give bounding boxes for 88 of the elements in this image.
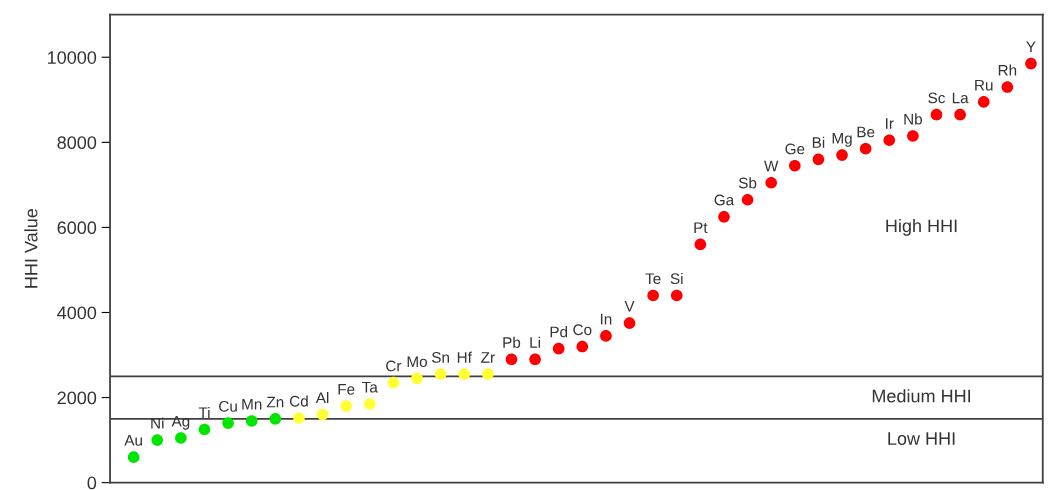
x-tick-label: Nb bbox=[904, 113, 923, 125]
x-tick-label: Y bbox=[1026, 41, 1036, 53]
point bbox=[789, 159, 801, 172]
point bbox=[127, 451, 140, 463]
point bbox=[954, 108, 966, 121]
x-tick-label: Zn bbox=[266, 396, 284, 408]
point bbox=[198, 423, 211, 436]
annotation: Low HHI bbox=[888, 432, 955, 445]
point bbox=[482, 368, 494, 380]
annotation: High HHI bbox=[886, 218, 957, 236]
x-tick-label: Sb bbox=[738, 177, 757, 189]
point bbox=[930, 108, 943, 121]
point bbox=[600, 330, 612, 342]
point bbox=[222, 417, 234, 429]
x-tick-label: Co bbox=[573, 324, 592, 336]
y-tick-label: 10000 bbox=[48, 51, 97, 64]
x-tick-label: Te bbox=[645, 273, 661, 285]
point bbox=[529, 353, 541, 366]
x-tick-label: Zr bbox=[481, 352, 495, 363]
point bbox=[907, 130, 919, 142]
x-tick-label: Hf bbox=[457, 351, 472, 363]
point bbox=[505, 353, 518, 366]
point bbox=[836, 149, 848, 161]
y-tick-label: 2000 bbox=[57, 391, 97, 405]
x-tick-label: Mn bbox=[242, 398, 262, 410]
x-tick-label: Rh bbox=[998, 64, 1017, 76]
point bbox=[458, 368, 471, 380]
x-tick-label: W bbox=[764, 160, 779, 172]
point bbox=[1001, 81, 1014, 93]
point bbox=[765, 176, 778, 189]
point bbox=[293, 412, 305, 424]
x-tick-label: Sn bbox=[431, 352, 449, 363]
point bbox=[647, 289, 659, 302]
point bbox=[175, 432, 187, 444]
point bbox=[151, 434, 164, 446]
y-axis-title: HHI Value bbox=[24, 209, 38, 288]
point bbox=[411, 372, 423, 385]
x-tick-label: La bbox=[952, 92, 969, 104]
point bbox=[859, 142, 872, 155]
point bbox=[576, 340, 589, 353]
point bbox=[340, 400, 352, 412]
point bbox=[670, 289, 683, 302]
point bbox=[883, 134, 896, 147]
x-tick-label: Li bbox=[530, 336, 540, 348]
y-tick-label: 6000 bbox=[57, 221, 97, 235]
x-tick-label: Ge bbox=[785, 143, 805, 155]
point bbox=[694, 238, 707, 251]
y-tick-label: 0 bbox=[87, 476, 97, 490]
x-tick-label: Fe bbox=[338, 384, 355, 395]
point bbox=[269, 413, 282, 425]
point bbox=[812, 153, 825, 166]
point bbox=[245, 415, 258, 427]
x-tick-label: Ti bbox=[198, 406, 210, 418]
x-tick-label: Ni bbox=[151, 417, 164, 429]
x-tick-label: In bbox=[600, 313, 612, 325]
x-tick-label: Si bbox=[670, 272, 683, 285]
x-tick-label: Bi bbox=[812, 136, 825, 148]
x-tick-label: Au bbox=[124, 435, 142, 446]
point bbox=[623, 317, 636, 329]
x-tick-label: Ga bbox=[714, 194, 735, 206]
point bbox=[434, 368, 447, 380]
x-tick-label: V bbox=[624, 301, 635, 312]
point bbox=[741, 193, 754, 206]
x-tick-label: Al bbox=[315, 392, 329, 404]
x-tick-label: Cd bbox=[289, 395, 308, 407]
x-tick-label: Be bbox=[857, 126, 875, 138]
x-tick-label: Ag bbox=[171, 415, 190, 430]
point bbox=[977, 96, 990, 108]
point bbox=[316, 408, 329, 421]
y-tick-label: 8000 bbox=[57, 136, 97, 150]
x-tick-label: Cr bbox=[386, 360, 402, 372]
y-tick-label: 4000 bbox=[57, 306, 97, 320]
x-tick-label: Mg bbox=[832, 133, 852, 147]
point bbox=[1025, 57, 1037, 70]
x-tick-label: Pt bbox=[694, 222, 708, 234]
point bbox=[552, 342, 565, 355]
point bbox=[718, 210, 730, 223]
x-tick-label: Ir bbox=[886, 118, 894, 129]
point bbox=[363, 398, 376, 410]
x-tick-label: Sc bbox=[928, 92, 946, 104]
annotation: Medium HHI bbox=[872, 389, 971, 403]
x-tick-label: Ru bbox=[975, 79, 993, 91]
point bbox=[387, 376, 400, 389]
x-tick-label: Cu bbox=[219, 400, 237, 412]
x-tick-label: Mo bbox=[407, 356, 427, 368]
x-tick-label: Ta bbox=[362, 381, 378, 393]
x-tick-label: Pd bbox=[550, 326, 568, 338]
x-tick-label: Pb bbox=[503, 336, 521, 348]
